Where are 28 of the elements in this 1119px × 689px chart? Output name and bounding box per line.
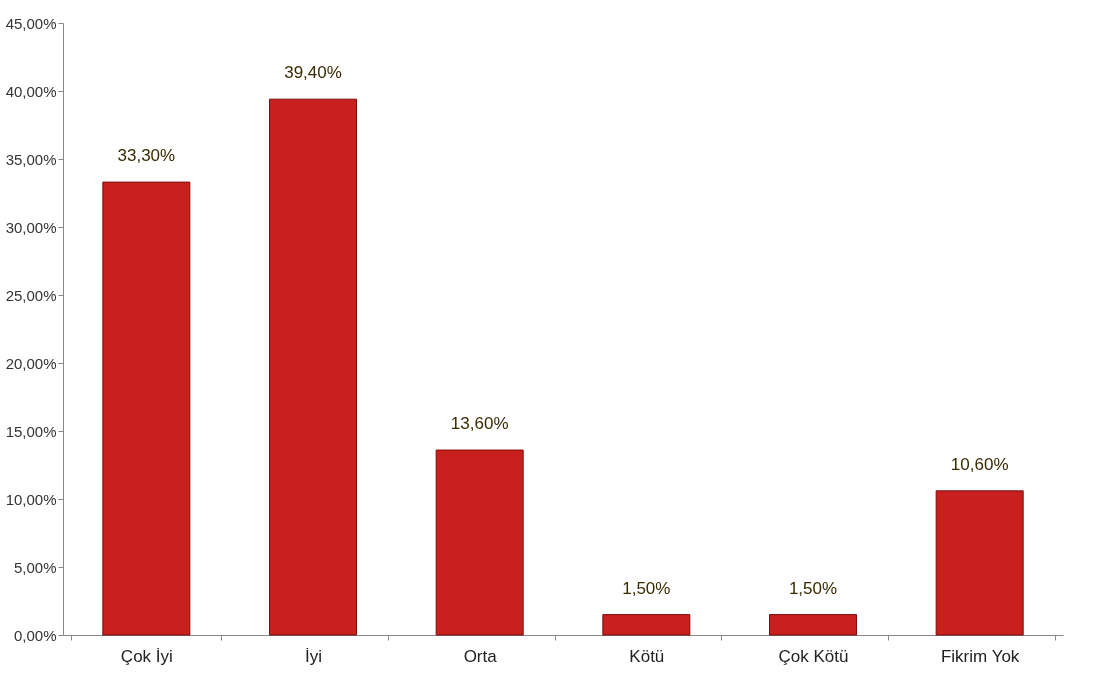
data-label: 33,30% <box>117 146 176 166</box>
bar <box>435 449 524 636</box>
y-tick-label: 40,00% <box>5 82 57 100</box>
x-tick-label: İyi <box>305 646 322 666</box>
bar <box>102 181 191 636</box>
bar <box>269 98 357 636</box>
x-tick-label: Kötü <box>629 646 665 666</box>
y-tick-label: 25,00% <box>5 286 57 304</box>
x-tick-label: Fikrim Yok <box>940 646 1020 666</box>
y-tick-label: 45,00% <box>5 14 57 32</box>
y-tick-label: 0,00% <box>13 626 57 644</box>
bar <box>602 614 691 636</box>
bar <box>935 490 1024 636</box>
x-tick-label: Orta <box>463 646 498 666</box>
x-tick-label: Çok Kötü <box>778 646 849 666</box>
data-label: 1,50% <box>622 578 671 598</box>
data-label: 13,60% <box>450 414 509 434</box>
y-tick-label: 15,00% <box>5 422 57 440</box>
y-tick-label: 5,00% <box>13 558 57 576</box>
y-tick-label: 35,00% <box>5 150 57 168</box>
x-tick-label: Çok İyi <box>120 646 173 666</box>
y-tick-label: 30,00% <box>5 218 57 236</box>
bar <box>769 614 857 636</box>
data-label: 39,40% <box>284 63 342 83</box>
y-tick-label: 10,00% <box>5 490 57 508</box>
data-label: 10,60% <box>950 454 1009 474</box>
y-tick-label: 20,00% <box>5 354 57 372</box>
data-label: 1,50% <box>788 578 838 598</box>
